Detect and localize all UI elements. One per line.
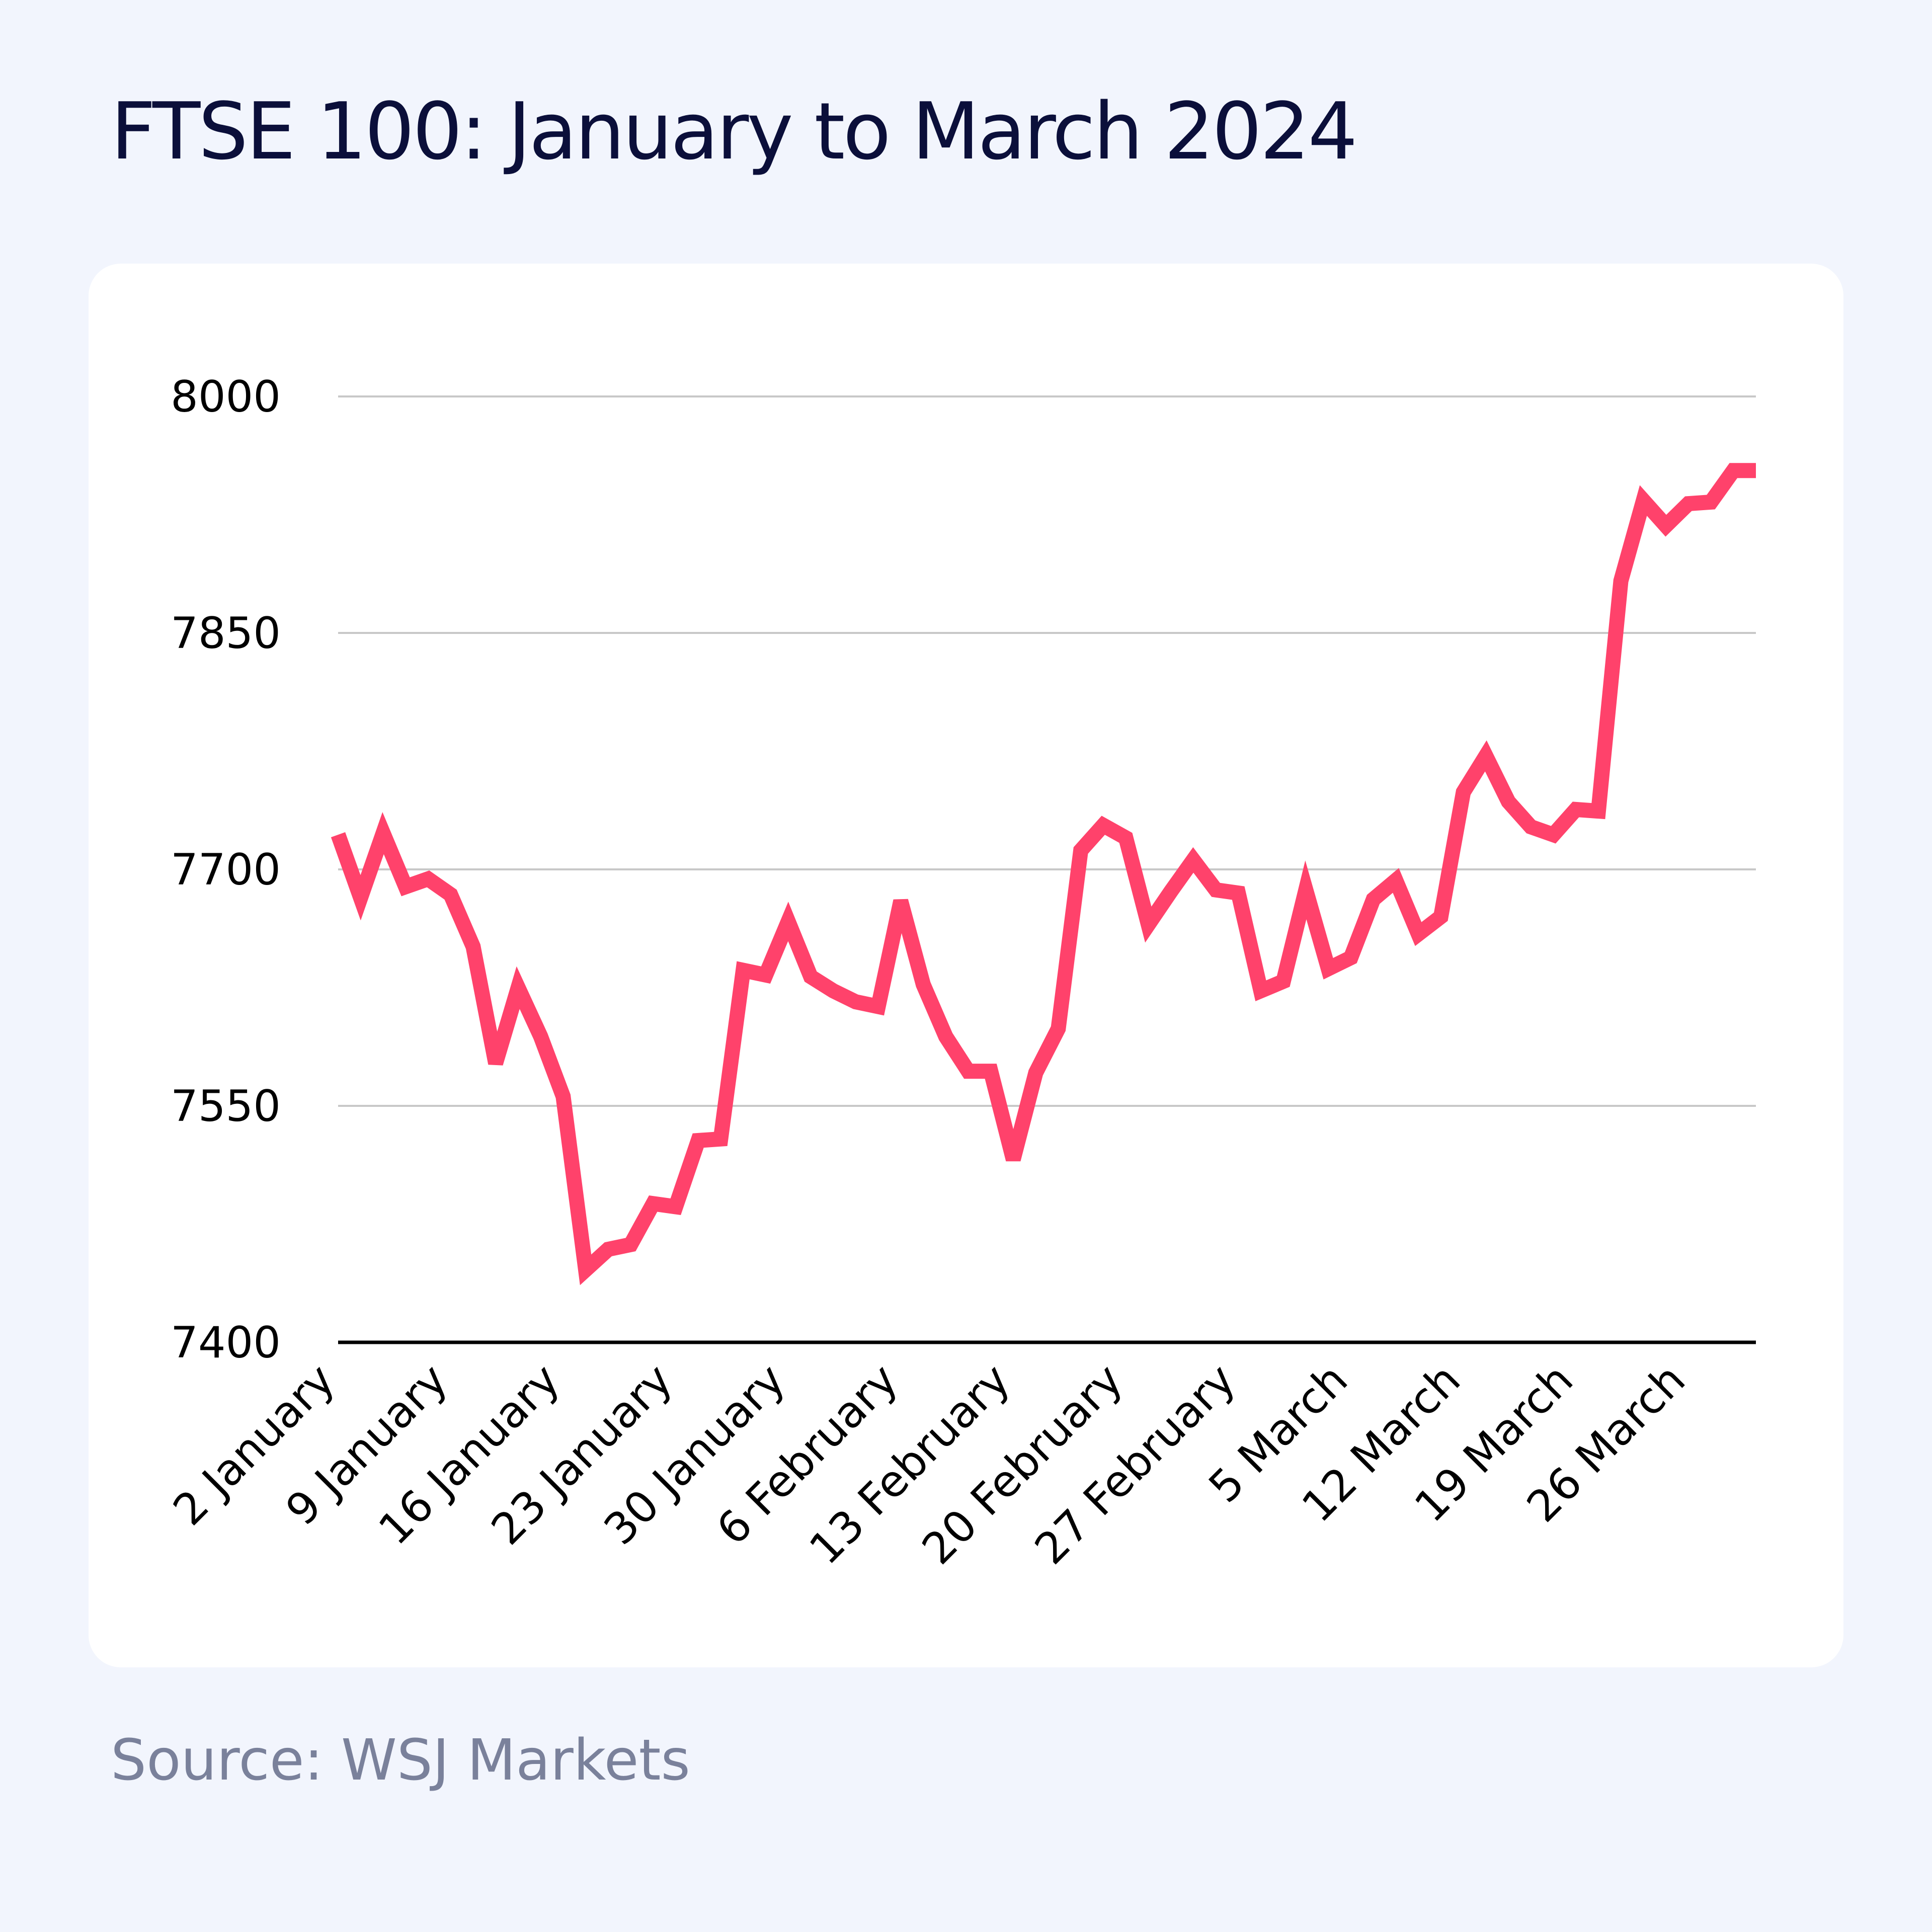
y-tick-label: 7550 [171, 1081, 281, 1132]
y-tick-label: 7400 [171, 1318, 281, 1368]
y-axis-tick-labels: 7400 7550 7700 7850 8000 [171, 372, 281, 1368]
series-layer [331, 463, 1756, 1285]
chart-title: FTSE 100: January to March 2024 [111, 86, 1358, 177]
y-tick-label: 8000 [171, 372, 281, 422]
y-tick-label: 7850 [171, 608, 281, 659]
series-line [331, 463, 1756, 1285]
gridlines [338, 395, 1756, 1107]
source-note: Source: WSJ Markets [111, 1728, 690, 1793]
y-tick-label: 7700 [171, 845, 281, 895]
chart-card: 7400 7550 7700 7850 8000 2 January 9 January 1… [89, 264, 1843, 1667]
